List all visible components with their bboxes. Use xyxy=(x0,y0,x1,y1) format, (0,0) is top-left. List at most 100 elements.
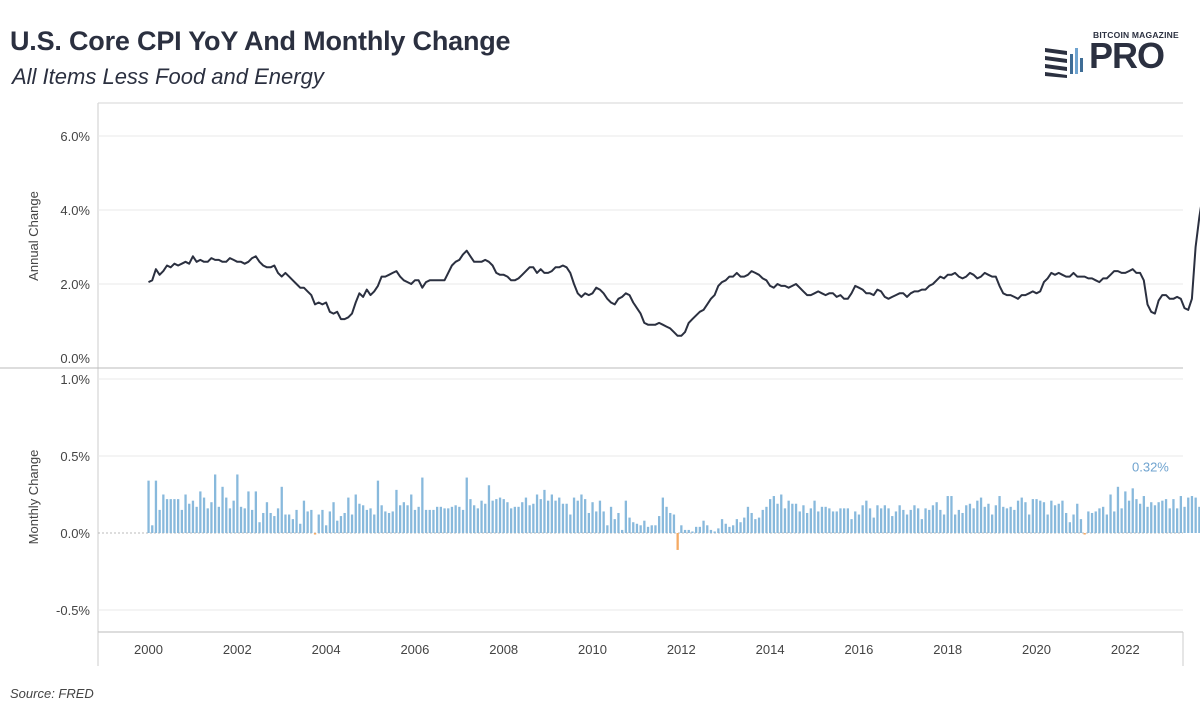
monthly-bar xyxy=(909,509,912,533)
monthly-bar xyxy=(1042,502,1046,533)
monthly-bar xyxy=(954,514,957,533)
monthly-bar xyxy=(750,512,753,533)
monthly-bar xyxy=(521,502,524,533)
x-tick-label: 2012 xyxy=(667,642,696,657)
monthly-bar xyxy=(214,474,217,533)
monthly-bar xyxy=(269,512,272,533)
annual-change-line xyxy=(148,206,1200,337)
monthly-bar xyxy=(646,526,650,533)
monthly-bar xyxy=(369,508,372,533)
monthly-y-tick-label: 0.0% xyxy=(60,526,90,541)
monthly-bar xyxy=(665,506,668,533)
monthly-bar xyxy=(532,503,535,533)
monthly-bar xyxy=(613,519,616,533)
monthly-bar xyxy=(465,477,468,533)
monthly-bar xyxy=(317,514,320,533)
monthly-bar xyxy=(1168,508,1171,533)
monthly-bar xyxy=(1005,508,1009,533)
monthly-bar xyxy=(258,522,261,533)
monthly-bar xyxy=(746,506,750,533)
x-tick-label: 2020 xyxy=(1022,642,1051,657)
monthly-bar xyxy=(151,525,154,533)
monthly-bar xyxy=(928,509,931,533)
annual-y-tick-label: 2.0% xyxy=(60,277,90,292)
monthly-bar xyxy=(288,514,291,533)
monthly-bar xyxy=(894,511,898,533)
monthly-bar xyxy=(761,509,764,533)
x-tick-label: 2006 xyxy=(400,642,429,657)
monthly-bar xyxy=(1194,497,1197,533)
monthly-bar xyxy=(650,525,653,533)
monthly-axis-title: Monthly Change xyxy=(26,450,41,545)
monthly-bar xyxy=(765,506,768,533)
monthly-bar xyxy=(743,517,746,533)
monthly-bar xyxy=(1142,496,1145,533)
monthly-bar xyxy=(931,505,935,533)
monthly-bar xyxy=(1183,506,1186,533)
monthly-end-label: 0.32% xyxy=(1132,460,1169,475)
monthly-bar xyxy=(513,506,516,533)
monthly-bar xyxy=(384,511,387,533)
x-tick-label: 2014 xyxy=(756,642,785,657)
monthly-bar xyxy=(817,511,820,533)
monthly-bar xyxy=(447,508,450,533)
monthly-bar xyxy=(1102,506,1105,533)
monthly-bar xyxy=(772,496,775,533)
monthly-bar xyxy=(983,506,986,533)
monthly-bar xyxy=(328,511,331,533)
monthly-bar xyxy=(1120,508,1123,533)
monthly-bar xyxy=(883,505,886,533)
monthly-bar xyxy=(487,485,491,533)
monthly-bar xyxy=(1179,496,1182,533)
monthly-bar xyxy=(661,497,664,533)
monthly-bar xyxy=(354,494,357,533)
monthly-bar xyxy=(450,506,454,533)
monthly-bar xyxy=(332,502,335,533)
monthly-bar xyxy=(524,497,528,533)
monthly-bar xyxy=(291,519,294,533)
monthly-bar xyxy=(924,508,927,533)
monthly-bar xyxy=(391,511,394,533)
monthly-bar xyxy=(273,516,276,533)
monthly-bar xyxy=(872,517,875,533)
monthly-bar xyxy=(321,509,324,533)
monthly-bar xyxy=(917,508,920,533)
monthly-bar xyxy=(410,494,413,533)
monthly-bar xyxy=(780,494,783,533)
monthly-bar xyxy=(247,491,250,533)
monthly-y-tick-label: -0.5% xyxy=(56,603,90,618)
monthly-bar xyxy=(598,500,602,533)
monthly-bar xyxy=(820,506,824,533)
monthly-bar xyxy=(1090,512,1094,533)
monthly-bar xyxy=(1105,514,1108,533)
x-tick-label: 2022 xyxy=(1111,642,1140,657)
monthly-bar xyxy=(658,516,661,533)
monthly-bar xyxy=(843,508,846,533)
monthly-bar xyxy=(165,499,169,533)
monthly-bar xyxy=(254,491,257,533)
x-tick-label: 2010 xyxy=(578,642,607,657)
monthly-bar xyxy=(365,509,368,533)
monthly-bar xyxy=(1098,508,1101,533)
x-tick-label: 2008 xyxy=(489,642,518,657)
monthly-bar xyxy=(1039,500,1042,533)
monthly-bar xyxy=(1016,500,1020,533)
monthly-bar xyxy=(591,502,594,533)
monthly-bar xyxy=(1146,506,1149,533)
monthly-bar xyxy=(184,494,187,533)
monthly-bar xyxy=(1135,499,1138,533)
annual-axis-title: Annual Change xyxy=(26,191,41,281)
monthly-bar xyxy=(695,526,698,533)
monthly-bar xyxy=(188,503,191,533)
monthly-bar xyxy=(1050,500,1053,533)
monthly-bar xyxy=(787,500,790,533)
monthly-bar xyxy=(754,519,757,533)
annual-line-layer xyxy=(148,206,1200,337)
monthly-bar xyxy=(1072,514,1075,533)
monthly-bar xyxy=(265,502,269,533)
monthly-bar xyxy=(987,503,990,533)
monthly-bar xyxy=(1150,502,1153,533)
logo-mark-icon xyxy=(1045,48,1083,78)
monthly-bar xyxy=(783,508,787,533)
monthly-bar xyxy=(280,486,283,533)
